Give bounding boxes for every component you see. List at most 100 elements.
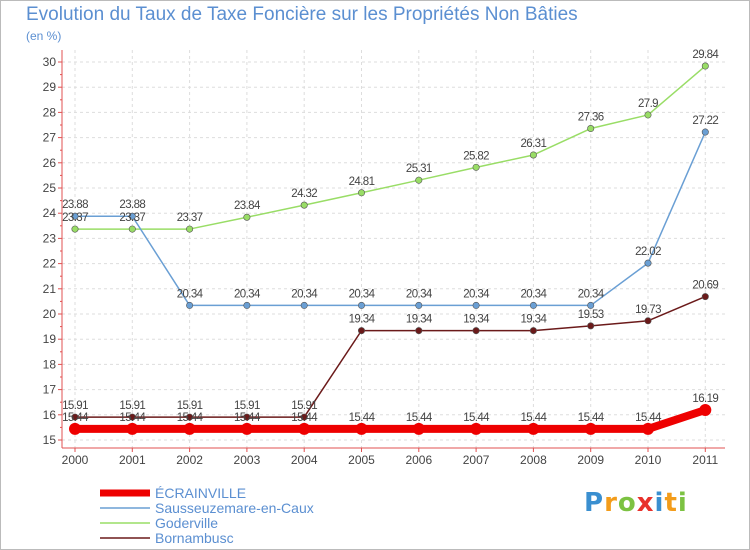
- data-label: 26.31: [521, 138, 547, 150]
- data-point: [587, 125, 595, 133]
- proxiti-logo: Proxiti: [584, 488, 688, 518]
- y-tick-label: 20: [43, 307, 57, 321]
- data-point: [701, 293, 709, 301]
- data-point: [300, 301, 308, 309]
- data-label: 19.73: [635, 304, 661, 316]
- logo-letter: o: [617, 488, 637, 518]
- logo-letter: i: [654, 488, 665, 518]
- data-point: [587, 301, 595, 309]
- data-label: 29.84: [692, 49, 719, 61]
- data-label: 15.91: [291, 400, 317, 412]
- data-label: 23.88: [119, 199, 145, 211]
- legend: ÉCRAINVILLESausseuzemare-en-CauxGodervil…: [100, 485, 314, 546]
- x-tick-label: 2009: [577, 453, 604, 467]
- data-label: 23.37: [177, 212, 203, 224]
- data-label: 24.32: [291, 188, 317, 200]
- data-label: 15.44: [62, 412, 89, 424]
- y-tick-label: 29: [43, 80, 57, 94]
- data-label: 15.91: [62, 400, 88, 412]
- data-point: [357, 301, 365, 309]
- data-point: [186, 225, 194, 233]
- data-point: [128, 413, 136, 421]
- data-point: [472, 327, 480, 335]
- data-point: [529, 151, 537, 159]
- data-label: 15.91: [119, 400, 145, 412]
- y-tick-label: 30: [43, 55, 57, 69]
- y-tick-label: 17: [43, 383, 57, 397]
- data-point: [71, 225, 79, 233]
- data-point: [527, 422, 540, 435]
- data-point: [415, 176, 423, 184]
- data-point: [644, 317, 652, 325]
- series-line: [75, 406, 707, 433]
- data-point: [357, 189, 365, 197]
- y-tick-label: 28: [43, 105, 57, 119]
- x-tick-label: 2008: [520, 453, 547, 467]
- data-label: 15.44: [635, 412, 662, 424]
- y-tick-label: 19: [43, 332, 57, 346]
- x-tick-label: 2007: [463, 453, 490, 467]
- data-point: [472, 301, 480, 309]
- data-label: 15.44: [177, 412, 204, 424]
- data-label: 19.34: [349, 314, 376, 326]
- x-tick-label: 2004: [291, 453, 318, 467]
- data-point: [69, 422, 81, 435]
- data-label: 15.44: [463, 412, 490, 424]
- y-tick-label: 24: [43, 206, 57, 220]
- data-point: [470, 422, 483, 435]
- data-label: 25.82: [463, 150, 489, 162]
- y-tick-label: 23: [43, 231, 57, 245]
- data-label: 27.9: [638, 98, 658, 110]
- series-line: [75, 295, 706, 418]
- data-label: 20.34: [349, 288, 376, 300]
- data-label: 16.19: [692, 393, 718, 405]
- data-point: [415, 327, 423, 335]
- series-layer: [69, 62, 712, 435]
- data-point: [71, 212, 79, 220]
- logo-letter: x: [636, 488, 655, 518]
- data-point: [412, 422, 425, 435]
- data-point: [584, 422, 597, 435]
- data-label: 15.44: [119, 412, 146, 424]
- data-point: [300, 201, 308, 209]
- data-label: 19.34: [463, 314, 490, 326]
- y-tick-label: 15: [43, 433, 57, 447]
- x-tick-label: 2000: [62, 453, 89, 467]
- data-label: 15.44: [291, 412, 318, 424]
- data-label: 23.88: [62, 199, 88, 211]
- data-labels: 15.91 15.91 15.91 15.91 15.91 19.34 19.34 19.34…: [62, 49, 720, 424]
- data-label: 20.34: [578, 288, 605, 300]
- y-tick-label: 21: [43, 282, 57, 296]
- data-point: [128, 212, 136, 220]
- logo-letter: t: [664, 488, 678, 518]
- data-label: 15.44: [234, 412, 261, 424]
- data-point: [183, 422, 196, 435]
- x-tick-label: 2001: [119, 453, 146, 467]
- y-tick-label: 25: [43, 181, 57, 195]
- data-label: 23.84: [234, 200, 261, 212]
- data-label: 20.34: [406, 288, 433, 300]
- data-label: 20.34: [177, 288, 204, 300]
- series-line: [75, 65, 706, 230]
- x-tick-label: 2010: [635, 453, 662, 467]
- chart-unit-label: (en %): [26, 29, 62, 43]
- data-label: 15.44: [578, 412, 605, 424]
- y-tick-label: 16: [43, 408, 57, 422]
- data-point: [644, 259, 652, 267]
- data-label: 19.53: [578, 309, 604, 321]
- x-tick-label: 2006: [405, 453, 432, 467]
- data-point: [243, 213, 251, 221]
- data-label: 20.69: [692, 280, 718, 292]
- chart-title: Evolution du Taux de Taxe Foncière sur l…: [26, 4, 578, 25]
- y-tick-label: 27: [43, 131, 57, 145]
- x-tick-label: 2002: [176, 453, 203, 467]
- data-point: [300, 413, 308, 421]
- logo-letter: P: [584, 488, 605, 518]
- data-label: 15.91: [234, 400, 260, 412]
- data-label: 23.37: [62, 212, 88, 224]
- data-label: 19.34: [521, 314, 548, 326]
- y-tick-label: 22: [43, 257, 57, 271]
- data-point: [240, 422, 253, 435]
